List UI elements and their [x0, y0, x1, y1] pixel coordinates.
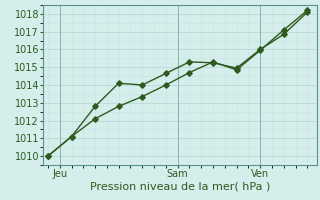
- X-axis label: Pression niveau de la mer( hPa ): Pression niveau de la mer( hPa ): [90, 182, 270, 192]
